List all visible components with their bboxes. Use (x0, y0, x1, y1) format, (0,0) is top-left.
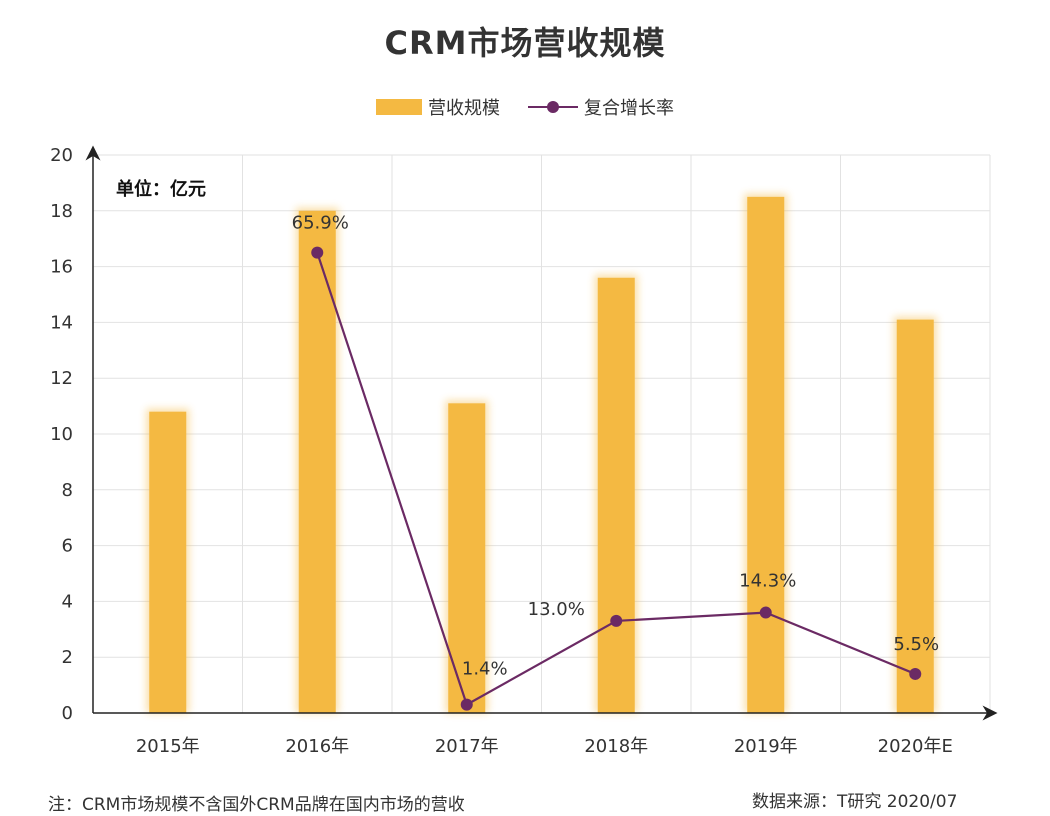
y-tick-label: 16 (50, 257, 73, 278)
legend: 营收规模 复合增长率 (0, 94, 1050, 120)
growth-point (759, 606, 772, 619)
y-tick-label: 0 (62, 703, 73, 724)
footnote: 注：CRM市场规模不含国外CRM品牌在国内市场的营收 (48, 795, 465, 815)
legend-bar-swatch (376, 99, 422, 115)
legend-item-line: 复合增长率 (528, 94, 674, 120)
unit-label: 单位：亿元 (116, 178, 206, 200)
y-tick-label: 14 (50, 312, 73, 333)
y-tick-label: 6 (62, 536, 73, 557)
data-source: 数据来源：T研究 2020/07 (752, 792, 958, 812)
legend-line-marker (528, 99, 578, 115)
growth-point (610, 614, 623, 627)
bar (747, 196, 785, 714)
x-tick-label: 2015年 (136, 736, 200, 757)
legend-bar-label: 营收规模 (428, 98, 500, 119)
x-tick-label: 2017年 (435, 736, 499, 757)
bar (298, 210, 336, 714)
y-tick-label: 12 (50, 368, 73, 389)
x-tick-label: 2020年E (878, 736, 953, 757)
y-tick-label: 2 (62, 647, 73, 668)
growth-label: 5.5% (893, 634, 939, 655)
bar (896, 319, 934, 713)
growth-label: 1.4% (462, 659, 508, 680)
growth-label: 14.3% (739, 571, 796, 592)
x-tick-label: 2016年 (285, 736, 349, 757)
y-tick-label: 8 (62, 480, 73, 501)
growth-point (311, 246, 324, 259)
y-tick-label: 18 (50, 201, 73, 222)
bar (597, 277, 635, 713)
growth-label: 13.0% (528, 599, 585, 620)
growth-point (460, 698, 473, 711)
growth-label: 65.9% (292, 213, 349, 234)
y-tick-label: 4 (62, 591, 73, 612)
bar (448, 403, 486, 713)
legend-item-bar: 营收规模 (376, 94, 500, 120)
growth-point (909, 667, 922, 680)
chart-title: CRM市场营收规模 (384, 24, 666, 62)
x-tick-label: 2019年 (734, 736, 798, 757)
legend-line-label: 复合增长率 (584, 98, 674, 119)
y-tick-label: 20 (50, 145, 73, 166)
bar (149, 411, 187, 713)
x-tick-label: 2018年 (584, 736, 648, 757)
y-tick-label: 10 (50, 424, 73, 445)
